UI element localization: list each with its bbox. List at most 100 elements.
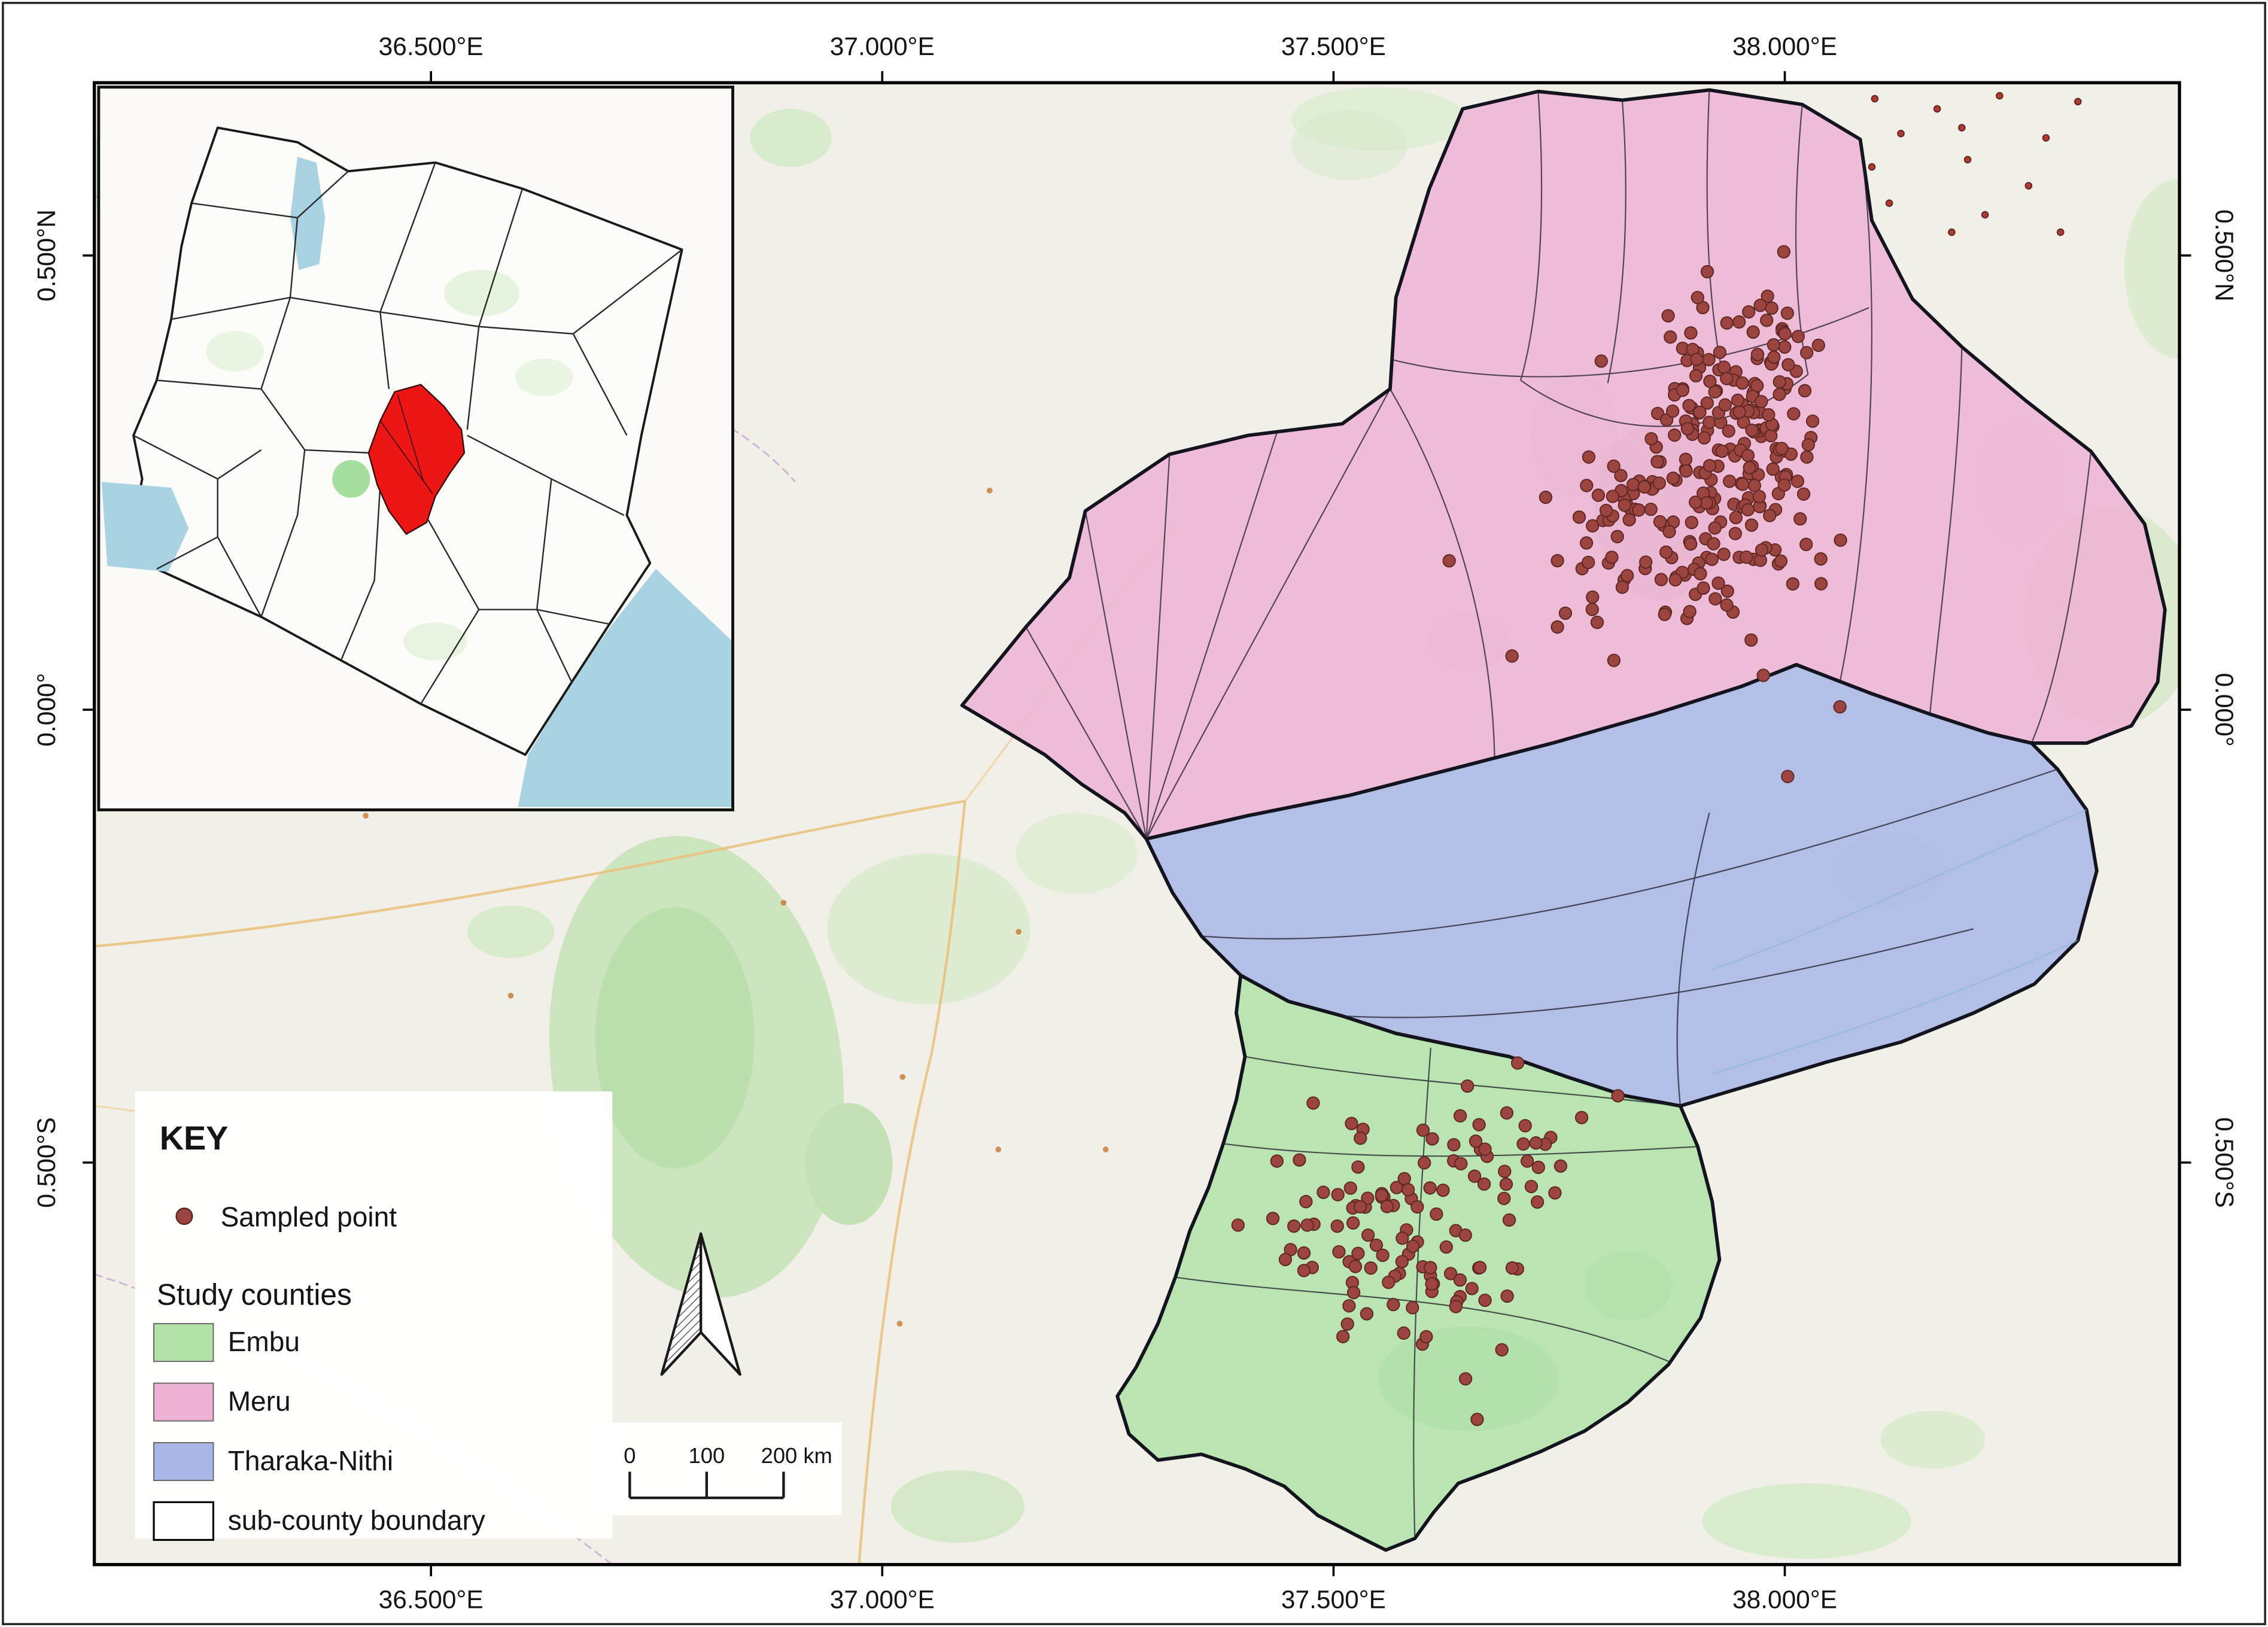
axis-label-bottom-2: 37.500°E: [1281, 1585, 1386, 1613]
sampled-point: [1419, 1330, 1433, 1344]
sampled-point: [1744, 633, 1758, 647]
axis-label-right-1: 0.000°: [2211, 673, 2239, 746]
sampled-point: [1679, 452, 1693, 466]
legend-label-embu: Embu: [228, 1326, 300, 1357]
sampled-point: [1397, 1326, 1410, 1340]
sampled-point: [1742, 305, 1756, 319]
sampled-point: [1518, 1119, 1532, 1133]
sampled-point: [1707, 537, 1720, 551]
sampled-point: [1454, 1157, 1468, 1170]
sampled-point: [1680, 422, 1694, 436]
sampled-point: [1505, 649, 1519, 663]
sampled-point: [1653, 515, 1667, 529]
sampled-point: [1753, 299, 1767, 312]
axis-label-left-1: 0.000°: [32, 673, 60, 746]
legend-swatch-tharaka-nithi: [153, 1442, 214, 1481]
sampled-point: [1607, 459, 1621, 473]
sampled-point: [1611, 1089, 1625, 1103]
sampled-point: [1364, 1261, 1378, 1275]
map-frame: [92, 81, 2181, 1567]
sampled-point: [1300, 1218, 1314, 1232]
sampled-point: [1470, 1412, 1484, 1427]
sampled-point: [1410, 1200, 1424, 1214]
sampled-point: [1799, 346, 1814, 360]
sampled-point: [1689, 369, 1703, 383]
sampled-point: [1729, 510, 1743, 525]
sampled-point: [1981, 211, 1989, 219]
scale-label-0: 0: [624, 1443, 636, 1468]
sampled-point: [1436, 1184, 1450, 1197]
sampled-point: [1834, 533, 1847, 547]
sampled-point: [1299, 1194, 1313, 1209]
sampled-point: [1685, 516, 1699, 530]
legend-sampled-point-label: Sampled point: [221, 1202, 397, 1233]
sampled-point: [1495, 1343, 1509, 1357]
sampled-point: [1586, 519, 1600, 533]
sampled-point: [1665, 404, 1680, 418]
sampled-point: [1607, 653, 1621, 667]
sampled-point: [1442, 554, 1456, 568]
sampled-point: [1579, 536, 1594, 550]
axis-label-top-3: 38.000°E: [1732, 32, 1837, 60]
sampled-point: [1741, 448, 1755, 463]
inset-lake-turkana: [290, 156, 326, 270]
sampled-point: [1580, 479, 1594, 492]
sampled-point: [1662, 525, 1676, 539]
sampled-point: [1637, 480, 1651, 494]
sampled-point: [1682, 399, 1696, 412]
sampled-point: [1958, 124, 1966, 132]
sampled-point: [1717, 548, 1731, 561]
sampled-point: [1650, 455, 1664, 469]
sampled-point: [1351, 1246, 1365, 1260]
sampled-point: [1781, 770, 1795, 783]
sampled-point: [1478, 1293, 1492, 1307]
sampled-point: [1550, 620, 1564, 634]
legend-label-tharaka-nithi: Tharaka-Nithi: [228, 1445, 393, 1476]
sampled-point: [1715, 444, 1729, 458]
sampled-point: [1477, 1177, 1491, 1191]
sampled-point: [1520, 1154, 1534, 1168]
sampled-point: [1297, 1264, 1311, 1278]
sampled-point: [1395, 1255, 1409, 1269]
inset-vegetation: [206, 270, 573, 661]
sampled-point: [1996, 92, 2003, 100]
sampled-point: [1416, 1123, 1430, 1137]
sampled-point: [1614, 469, 1628, 482]
sampled-point: [1720, 598, 1734, 612]
inset-ocean: [518, 568, 733, 807]
sampled-point: [1458, 1228, 1472, 1242]
sampled-point: [1720, 584, 1734, 598]
sampled-point: [1684, 326, 1698, 340]
north-arrow: [660, 1232, 741, 1376]
sampled-point: [1718, 398, 1732, 412]
legend-swatch-meru: [153, 1382, 214, 1422]
sampled-point: [1897, 129, 1905, 138]
legend-label-subcounty-boundary: sub-county boundary: [228, 1504, 485, 1535]
sampled-point: [1340, 1317, 1354, 1331]
sampled-point: [1720, 372, 1734, 385]
sampled-point: [2056, 228, 2065, 236]
sampled-point: [1530, 1195, 1545, 1209]
sampled-point: [1777, 245, 1790, 259]
inset-border: [97, 86, 734, 811]
sampled-point: [1767, 350, 1781, 364]
sampled-point: [1449, 1300, 1463, 1313]
sampled-point: [1558, 606, 1573, 620]
sampled-point: [1582, 555, 1595, 570]
sampled-point: [1948, 228, 1956, 236]
sampled-point: [1700, 264, 1714, 279]
axis-label-right-0: 0.500°N: [2211, 209, 2239, 302]
sampled-point: [1774, 554, 1788, 568]
sampled-point: [1871, 95, 1879, 103]
sampled-point: [1582, 450, 1596, 464]
sampled-point: [1478, 1142, 1492, 1156]
sampled-point: [1497, 1191, 1511, 1205]
sampled-point: [1401, 1183, 1415, 1197]
axis-label-left-2: 0.500°S: [32, 1117, 60, 1208]
axis-label-top-0: 36.500°E: [379, 32, 484, 60]
sampled-point: [1331, 1188, 1345, 1202]
axis-labels: 36.500°E 37.000°E 37.500°E 38.000°E 36.5…: [32, 32, 2239, 1613]
sampled-point: [1762, 408, 1776, 422]
sampled-point: [1711, 576, 1725, 590]
